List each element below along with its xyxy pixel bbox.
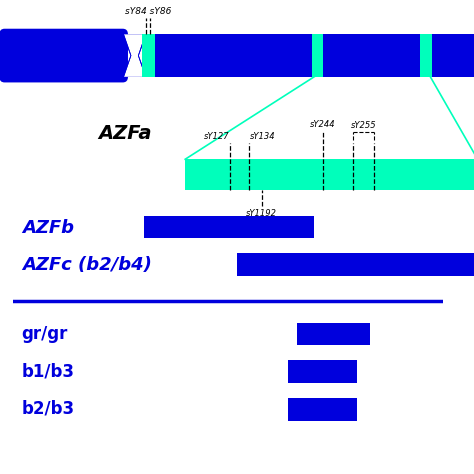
Bar (312, 35, 323, 77)
Bar (142, 35, 155, 77)
FancyBboxPatch shape (0, 29, 128, 82)
Text: sY84 sY86: sY84 sY86 (125, 7, 171, 16)
Bar (288, 398, 357, 421)
Bar (419, 35, 432, 77)
Text: AZFc (b2/b4): AZFc (b2/b4) (22, 256, 152, 274)
Bar (185, 159, 474, 190)
Polygon shape (123, 35, 131, 77)
Text: AZFb: AZFb (22, 219, 74, 237)
Bar (288, 360, 357, 383)
Text: b2/b3: b2/b3 (22, 400, 75, 418)
Bar (144, 216, 314, 238)
Text: sY1192: sY1192 (246, 209, 277, 218)
Polygon shape (138, 35, 146, 77)
Polygon shape (124, 35, 146, 77)
Text: sY244: sY244 (310, 119, 336, 128)
Polygon shape (123, 35, 146, 77)
Text: sY255: sY255 (351, 120, 376, 129)
Bar (237, 254, 474, 276)
Bar (146, 35, 474, 77)
Text: sY134: sY134 (250, 132, 276, 141)
Text: sY127: sY127 (203, 132, 229, 141)
Bar (297, 323, 370, 346)
Text: AZFa: AZFa (98, 124, 152, 143)
Text: gr/gr: gr/gr (22, 325, 68, 343)
Text: b1/b3: b1/b3 (22, 362, 75, 380)
